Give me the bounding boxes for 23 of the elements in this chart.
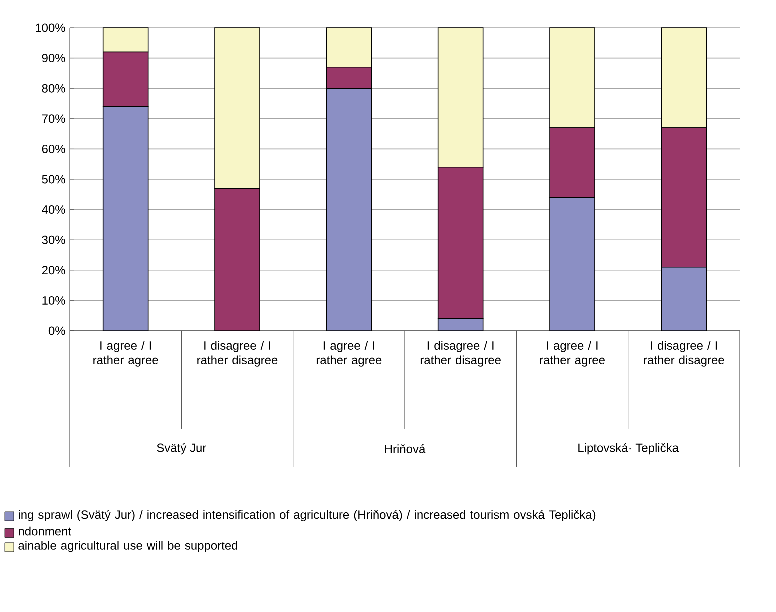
y-tick-label: 70% xyxy=(42,114,66,124)
y-tick-label: 50% xyxy=(42,175,66,184)
x-tick-label: I agree / I rather agree xyxy=(94,341,158,367)
y-tick-label: 60% xyxy=(42,144,66,154)
x-tick-label: I agree / I rather agree xyxy=(316,341,382,367)
y-tick-label: 30% xyxy=(42,236,66,244)
y-tick-label: 100% xyxy=(36,24,66,32)
y-tick-label: 90% xyxy=(42,54,66,63)
legend-label: ndonment xyxy=(19,526,72,536)
x-tick-label: I disagree / I rather disagree xyxy=(644,341,724,367)
x-tick-label: I disagree / I rather disagree xyxy=(420,341,501,367)
y-tick-label: 40% xyxy=(42,206,66,214)
text: Svätý Jur xyxy=(157,443,206,455)
text: Liptovská· Teplička xyxy=(578,443,680,455)
x-tick-label: I disagree / I rather disagree xyxy=(198,341,278,367)
y-tick-label: 20% xyxy=(42,266,66,275)
x-tick-label: I agree / I rather agree xyxy=(540,341,605,367)
y-tick-label: 10% xyxy=(42,296,66,305)
text: Hriňová xyxy=(385,444,426,454)
y-tick-label: 80% xyxy=(42,84,66,93)
y-tick-label: 0% xyxy=(48,326,66,336)
legend-label: ainable agricultural use will be supported xyxy=(18,541,238,552)
legend-label: ing sprawl (Svätý Jur) / increased intensification of agriculture (Hriňová) / increased tourism ovská Teplička) xyxy=(19,510,596,522)
